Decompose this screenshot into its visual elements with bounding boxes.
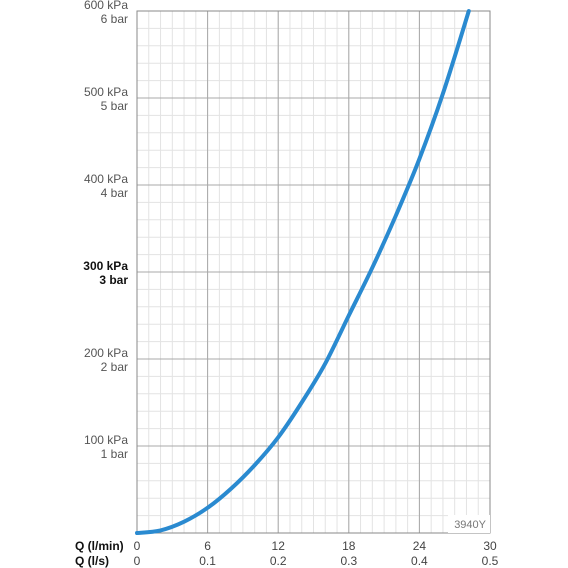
x-tick-label-lmin: 24 [413, 539, 427, 553]
x-unit-secondary-label: Q (l/s) [75, 554, 109, 568]
y-tick-label-kpa: 400 kPa [84, 172, 128, 186]
model-code-box [448, 515, 490, 533]
x-tick-label-ls: 0 [134, 554, 141, 568]
y-tick-label-kpa: 600 kPa [84, 0, 128, 12]
x-tick-label-lmin: 12 [272, 539, 286, 553]
x-tick-label-lmin: 6 [204, 539, 211, 553]
x-tick-label-lmin: 30 [483, 539, 497, 553]
y-tick-label-bar: 4 bar [101, 186, 128, 200]
model-code: 3940Y [454, 519, 486, 531]
series-line [135, 9, 471, 535]
x-unit-primary-label: Q (l/min) [75, 539, 124, 553]
y-tick-label-bar: 3 bar [99, 273, 128, 287]
x-axis-labels: 0 6 12 18 24 30 0 0.1 0.2 0.3 0.4 0.5 [134, 539, 499, 568]
x-tick-label-ls: 0.2 [270, 554, 287, 568]
x-tick-label-lmin: 18 [342, 539, 356, 553]
y-tick-label-bar: 1 bar [101, 447, 128, 461]
y-tick-label-bar: 5 bar [101, 99, 128, 113]
x-tick-label-ls: 0.3 [340, 554, 357, 568]
x-tick-label-ls: 0.1 [199, 554, 216, 568]
y-tick-label-bar: 6 bar [101, 12, 128, 26]
plot-frame [136, 10, 491, 534]
x-tick-label-ls: 0.4 [411, 554, 428, 568]
x-tick-label-lmin: 0 [134, 539, 141, 553]
y-tick-label-kpa: 300 kPa [83, 259, 128, 273]
major-grid [137, 11, 490, 533]
y-tick-label-bar: 2 bar [101, 360, 128, 374]
y-tick-label-kpa: 200 kPa [84, 346, 128, 360]
x-tick-label-ls: 0.5 [482, 554, 499, 568]
y-tick-label-kpa: 500 kPa [84, 85, 128, 99]
y-tick-label-kpa: 100 kPa [84, 433, 128, 447]
